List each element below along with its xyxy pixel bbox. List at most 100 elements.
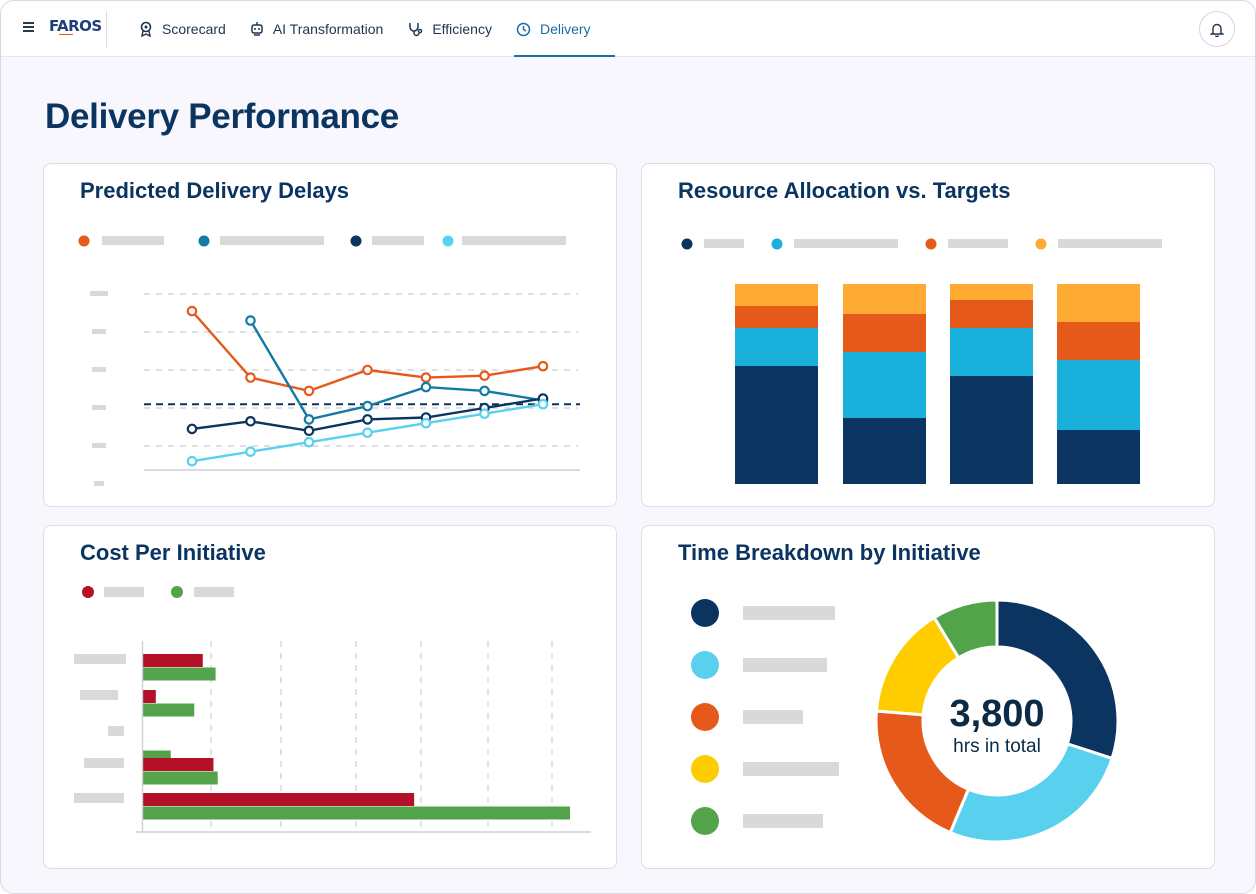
bar-segment [843,418,926,484]
bar-segment [843,284,926,314]
data-point [303,414,315,425]
stacked-bar-chart [681,238,1162,484]
y-tick-label-placeholder [90,291,108,296]
tab-delivery[interactable]: Delivery [513,1,615,57]
data-point [479,370,490,381]
legend-marker [691,651,719,679]
series-line [191,310,544,393]
clock-icon [516,22,531,36]
data-point [245,415,256,427]
data-point [303,425,315,437]
bar-segment [735,306,818,328]
tab-scorecard[interactable]: Scorecard [137,1,238,57]
data-point [186,305,198,317]
data-point [420,372,432,383]
data-point [420,381,432,393]
cost-bar [143,793,415,806]
bar-segment [843,352,926,418]
data-point [537,398,549,410]
legend-label-placeholder [1058,239,1162,248]
legend-marker [1035,238,1047,250]
resource-allocation-card: Resource Allocation vs. Targets [641,163,1215,507]
cost-bar [143,771,218,785]
data-point [479,385,490,397]
legend-label-placeholder [102,236,164,245]
data-point [362,400,373,412]
hamburger-menu-icon[interactable] [23,21,37,33]
data-point [245,446,256,457]
bar-segment [950,284,1033,300]
data-point [186,455,198,467]
faros-logo[interactable]: FAROS [49,17,102,35]
top-navigation-bar: FAROS Scorecard AI Transformation Effici… [1,1,1255,57]
cost-bar [143,806,570,820]
data-point [362,364,373,376]
bar-segment [1057,360,1140,430]
tab-efficiency[interactable]: Efficiency [405,1,504,57]
line-chart [78,235,580,486]
main-tabs: Scorecard AI Transformation Efficiency D… [137,1,615,57]
legend-label-placeholder [372,236,424,245]
data-point [303,385,315,397]
legend-label-placeholder [743,606,835,620]
category-label-placeholder [84,758,124,768]
horizontal-bar-chart [74,586,591,833]
legend-label-placeholder [743,710,803,724]
bar-segment [735,366,818,484]
legend-label-placeholder [743,762,839,776]
legend-label-placeholder [704,239,744,248]
card-title: Resource Allocation vs. Targets [678,178,1011,203]
category-label-placeholder [80,690,118,700]
divider [106,11,107,47]
legend-marker [691,807,719,835]
cost-bar [143,758,214,771]
cost-bar [143,654,203,667]
legend-label-placeholder [104,587,144,597]
data-point [362,427,373,438]
cost-bar [143,703,195,717]
data-point [537,360,549,372]
donut-center-total: 3,800 hrs in total [937,692,1057,758]
time-breakdown-card: Time Breakdown by Initiative 3,800 hrs i… [641,525,1215,869]
legend-marker [78,235,90,247]
card-title: Cost Per Initiative [80,540,266,565]
logo-swoosh [59,34,73,37]
bell-icon [1210,23,1224,37]
data-point [186,423,198,435]
data-point [420,417,432,429]
bar-segment [735,284,818,306]
y-tick-label-placeholder [92,367,106,372]
legend-label-placeholder [948,239,1008,248]
legend-marker [171,586,183,598]
legend-label-placeholder [743,814,823,828]
donut-slice [995,598,1120,761]
data-point [245,372,256,383]
legend-label-placeholder [794,239,898,248]
legend-label-placeholder [194,587,234,597]
total-hours-label: hrs in total [953,736,1041,757]
cost-per-initiative-card: Cost Per Initiative [43,525,617,869]
award-icon [140,21,152,37]
category-label-placeholder [74,793,124,803]
legend-marker [82,586,94,598]
card-title: Time Breakdown by Initiative [678,540,981,565]
y-tick-label-placeholder [92,443,106,448]
brand-name: FAROS [49,17,102,35]
legend-label-placeholder [462,236,566,245]
data-point [303,436,315,448]
tab-label: AI Transformation [272,21,384,37]
tab-label: Delivery [539,21,591,37]
legend-marker [681,238,693,250]
data-point [479,408,490,419]
bar-segment [735,328,818,366]
y-tick-label-placeholder [92,405,106,410]
data-point [362,414,373,425]
donut-slice [932,598,999,660]
notifications-button[interactable] [1199,11,1235,47]
legend-marker [198,235,210,247]
legend-marker [691,755,719,783]
bar-segment [950,300,1033,328]
tab-ai-transformation[interactable]: AI Transformation [248,1,396,57]
legend-label-placeholder [743,658,827,672]
